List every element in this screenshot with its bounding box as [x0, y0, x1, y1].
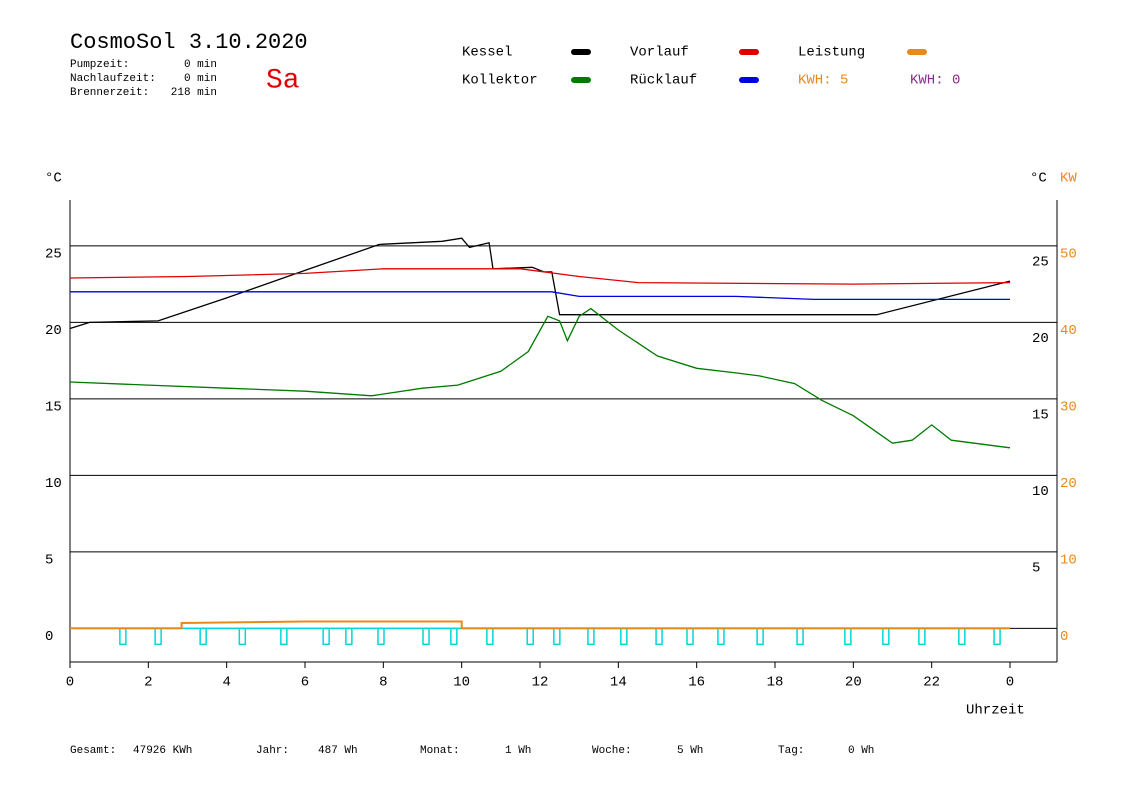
x-tick-label: 0 [66, 675, 74, 691]
pump-pulse [280, 627, 288, 646]
y2-tick-label: 30 [1060, 400, 1077, 416]
y2-unit: KW [1060, 171, 1077, 187]
y-unit-right: °C [1030, 171, 1047, 187]
y2-tick-label: 20 [1060, 476, 1077, 492]
x-tick-label: 10 [453, 675, 470, 691]
y-right-tick-label: 25 [1032, 255, 1049, 271]
pump-pulse [422, 627, 430, 646]
pump-pulse [553, 627, 561, 646]
y2-tick-label: 50 [1060, 247, 1077, 263]
x-tick-label: 6 [301, 675, 309, 691]
kwh: KWH: 0 [910, 73, 960, 89]
stat-value: 218 min [171, 87, 217, 99]
y-tick-label: 20 [45, 323, 62, 339]
pump-pulse [958, 627, 966, 646]
y-right-tick-label: 5 [1032, 561, 1040, 577]
title: CosmoSol 3.10.2020 [70, 30, 308, 55]
pump-pulse [717, 627, 725, 646]
stat-value: 0 min [184, 59, 217, 71]
stat-value: 0 min [184, 73, 217, 85]
pump-pulse [345, 627, 353, 646]
pump-pulse [686, 627, 694, 646]
y2-tick-label: 40 [1060, 323, 1077, 339]
pump-pulse [238, 627, 247, 646]
pump-pulse [450, 627, 458, 646]
series-line [70, 620, 1010, 630]
y-tick-label: 25 [45, 247, 62, 263]
x-tick-label: 16 [688, 675, 705, 691]
x-tick-label: 4 [222, 675, 230, 691]
x-tick-label: 14 [610, 675, 627, 691]
footer-value: 487 Wh [318, 745, 358, 757]
footer-label: Monat: [420, 745, 460, 757]
x-tick-label: 22 [923, 675, 940, 691]
legend-label: Leistung [798, 45, 865, 61]
x-label: Uhrzeit [966, 703, 1025, 719]
pump-pulse [154, 627, 162, 646]
stat-label: Brennerzeit: [70, 87, 149, 99]
x-tick-label: 12 [532, 675, 549, 691]
legend-label: Vorlauf [630, 45, 689, 61]
y-tick-label: 10 [45, 476, 62, 492]
series-line [69, 268, 1011, 285]
x-tick-label: 18 [767, 675, 784, 691]
pump-pulse [587, 627, 595, 646]
x-tick-label: 20 [845, 675, 862, 691]
pump-pulse [918, 627, 926, 646]
pump-pulse [199, 627, 207, 646]
y-right-tick-label: 15 [1032, 408, 1049, 424]
pump-pulse [620, 627, 628, 646]
legend-label: Kessel [462, 45, 512, 61]
pump-pulse [993, 627, 1001, 646]
series-line [69, 237, 1011, 330]
stat-label: Nachlaufzeit: [70, 73, 156, 85]
footer-label: Tag: [778, 745, 804, 757]
y-right-tick-label: 20 [1032, 331, 1049, 347]
y-tick-label: 0 [45, 629, 53, 645]
legend-label: Kollektor [462, 73, 538, 89]
y-tick-label: 5 [45, 553, 53, 569]
x-tick-label: 2 [144, 675, 152, 691]
footer-value: 1 Wh [505, 745, 531, 757]
stat-label: Pumpzeit: [70, 59, 129, 71]
series-line [69, 307, 1011, 449]
kwh: KWH: 5 [798, 73, 848, 89]
footer-label: Woche: [592, 745, 632, 757]
legend-label: Rücklauf [630, 73, 697, 89]
pump-pulse [377, 627, 385, 646]
pump-pulse [756, 627, 764, 646]
y2-tick-label: 0 [1060, 629, 1068, 645]
footer-label: Jahr: [256, 745, 289, 757]
pump-pulse [119, 627, 127, 646]
y2-tick-label: 10 [1060, 553, 1077, 569]
pump-pulse [796, 627, 804, 646]
series-line [70, 291, 1010, 301]
pump-pulse [486, 627, 494, 646]
y-tick-label: 15 [45, 400, 62, 416]
pump-pulse [882, 627, 890, 646]
pump-pulse [655, 627, 663, 646]
footer-label: Gesamt: [70, 745, 116, 757]
pump-pulse [844, 627, 852, 646]
y-unit: °C [45, 171, 62, 187]
day: Sa [266, 65, 300, 96]
y-right-tick-label: 10 [1032, 484, 1049, 500]
footer-value: 0 Wh [848, 745, 874, 757]
footer-value: 47926 KWh [133, 745, 192, 757]
x-tick-label: 0 [1006, 675, 1014, 691]
pump-pulse [322, 627, 330, 646]
pump-pulse [526, 627, 534, 646]
x-tick-label: 8 [379, 675, 387, 691]
footer-value: 5 Wh [677, 745, 703, 757]
